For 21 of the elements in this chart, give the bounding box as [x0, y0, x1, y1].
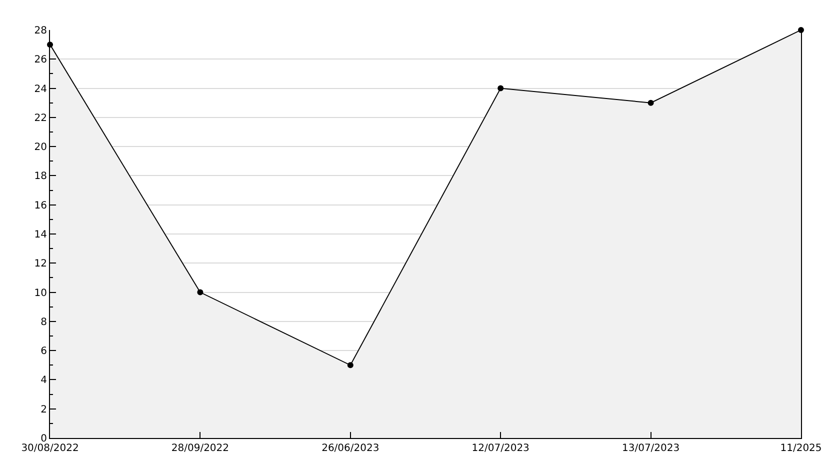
- y-tick-label: 26: [34, 54, 47, 66]
- x-tick-label: 12/07/2023: [472, 443, 530, 454]
- x-tick-label: 28/09/2022: [171, 443, 230, 454]
- y-tick-label: 2: [40, 404, 47, 416]
- x-tick-label: 11/2025: [780, 443, 822, 454]
- x-tick-label: 30/08/2022: [21, 443, 79, 454]
- y-tick-label: 0: [40, 434, 47, 444]
- y-tick-label: 28: [34, 26, 47, 36]
- y-tick-label: 14: [34, 230, 47, 240]
- y-tick-label: 16: [34, 200, 47, 212]
- y-tick-label: 10: [34, 288, 47, 299]
- y-tick-label: 20: [34, 142, 47, 154]
- y-tick-label: 6: [40, 346, 47, 358]
- y-tick-label: 18: [34, 171, 47, 182]
- y-tick-label: 12: [34, 258, 47, 270]
- y-tick-label: 8: [40, 316, 47, 328]
- y-tick-label: 4: [40, 375, 47, 386]
- x-tick-label: 26/06/2023: [322, 443, 380, 454]
- y-tick-label: 22: [34, 112, 47, 124]
- x-tick-label: 13/07/2023: [622, 443, 680, 454]
- y-tick-label: 24: [34, 84, 47, 95]
